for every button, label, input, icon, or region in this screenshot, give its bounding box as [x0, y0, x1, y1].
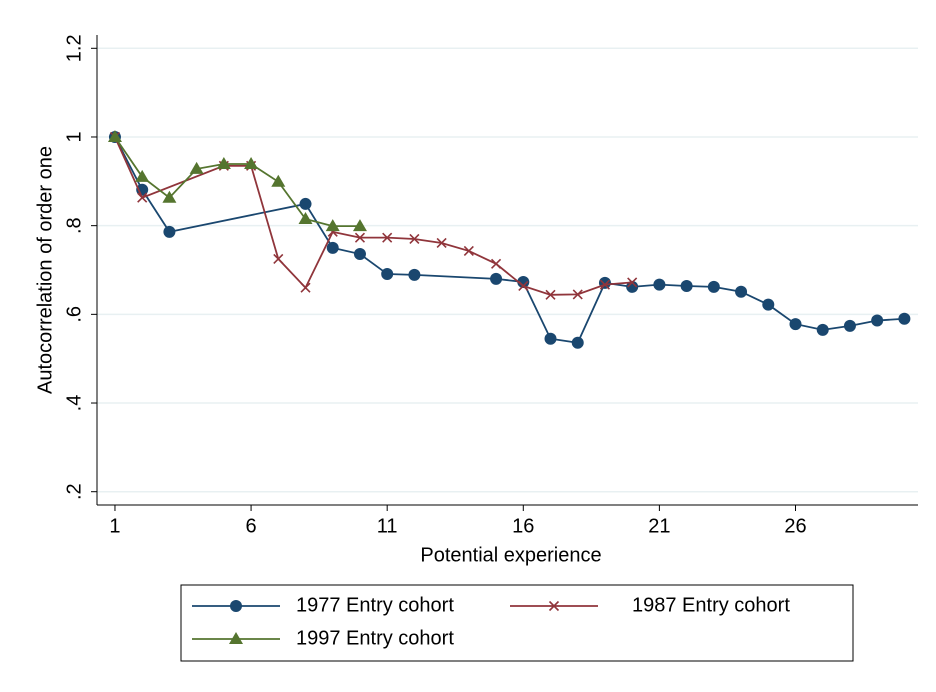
data-point [271, 174, 286, 187]
data-point [518, 280, 529, 292]
x-tick-label: 21 [648, 515, 670, 537]
data-point [762, 298, 775, 311]
legend-label: 1977 Entry cohort [296, 594, 454, 616]
data-point [544, 332, 557, 345]
x-tick-label: 11 [377, 515, 398, 537]
data-point [627, 277, 638, 288]
data-point [517, 275, 530, 288]
data-point [163, 225, 176, 238]
data-point [653, 278, 666, 291]
data-point [135, 169, 150, 182]
data-point [298, 212, 313, 225]
data-point [571, 336, 584, 349]
legend-box [180, 584, 854, 662]
x-tick-label: 16 [512, 515, 534, 537]
x-tick-label: 26 [784, 515, 806, 537]
y-tick-label: 1 [63, 131, 85, 142]
data-point [626, 280, 639, 293]
data-point [599, 279, 611, 290]
data-point [107, 129, 122, 142]
y-tick-label: 1.2 [63, 34, 85, 62]
data-point [381, 267, 394, 280]
data-point [491, 258, 502, 269]
data-point [545, 289, 556, 300]
data-point [816, 323, 829, 336]
data-point [707, 280, 720, 293]
data-point [898, 312, 911, 325]
y-tick-label: .6 [63, 306, 85, 323]
y-axis-label: Autocorrelation of order one [34, 146, 56, 394]
data-point [843, 319, 856, 332]
data-point [408, 268, 421, 281]
data-point [353, 248, 366, 261]
legend-label: 1987 Entry cohort [632, 594, 790, 616]
data-point [326, 241, 339, 254]
data-point [325, 219, 340, 232]
data-point [409, 233, 420, 245]
data-point [871, 314, 884, 327]
data-point [216, 157, 231, 170]
y-tick-label: .4 [63, 395, 85, 412]
data-point [299, 197, 312, 210]
y-tick-label: .8 [63, 217, 85, 234]
legend-marker [229, 632, 243, 644]
data-point [137, 192, 148, 203]
data-point [490, 272, 503, 285]
data-point [354, 232, 366, 243]
data-point [352, 219, 367, 232]
x-axis-label: Potential experience [420, 544, 601, 566]
data-point [735, 285, 748, 298]
data-point [300, 282, 311, 293]
legend-marker [230, 600, 242, 612]
data-point [189, 161, 204, 174]
series-line [114, 136, 360, 228]
data-point [244, 157, 259, 170]
data-point [680, 279, 693, 292]
x-tick-label: 1 [109, 515, 120, 537]
data-point [382, 232, 393, 243]
data-point [162, 190, 177, 203]
data-point [436, 237, 447, 249]
legend-marker [548, 600, 560, 612]
data-point [273, 253, 284, 264]
x-tick-label: 6 [246, 515, 257, 537]
y-tick-label: .2 [63, 483, 85, 500]
data-point [463, 245, 474, 256]
data-point [789, 318, 802, 331]
data-point [572, 289, 583, 300]
legend-label: 1997 Entry cohort [296, 627, 454, 649]
